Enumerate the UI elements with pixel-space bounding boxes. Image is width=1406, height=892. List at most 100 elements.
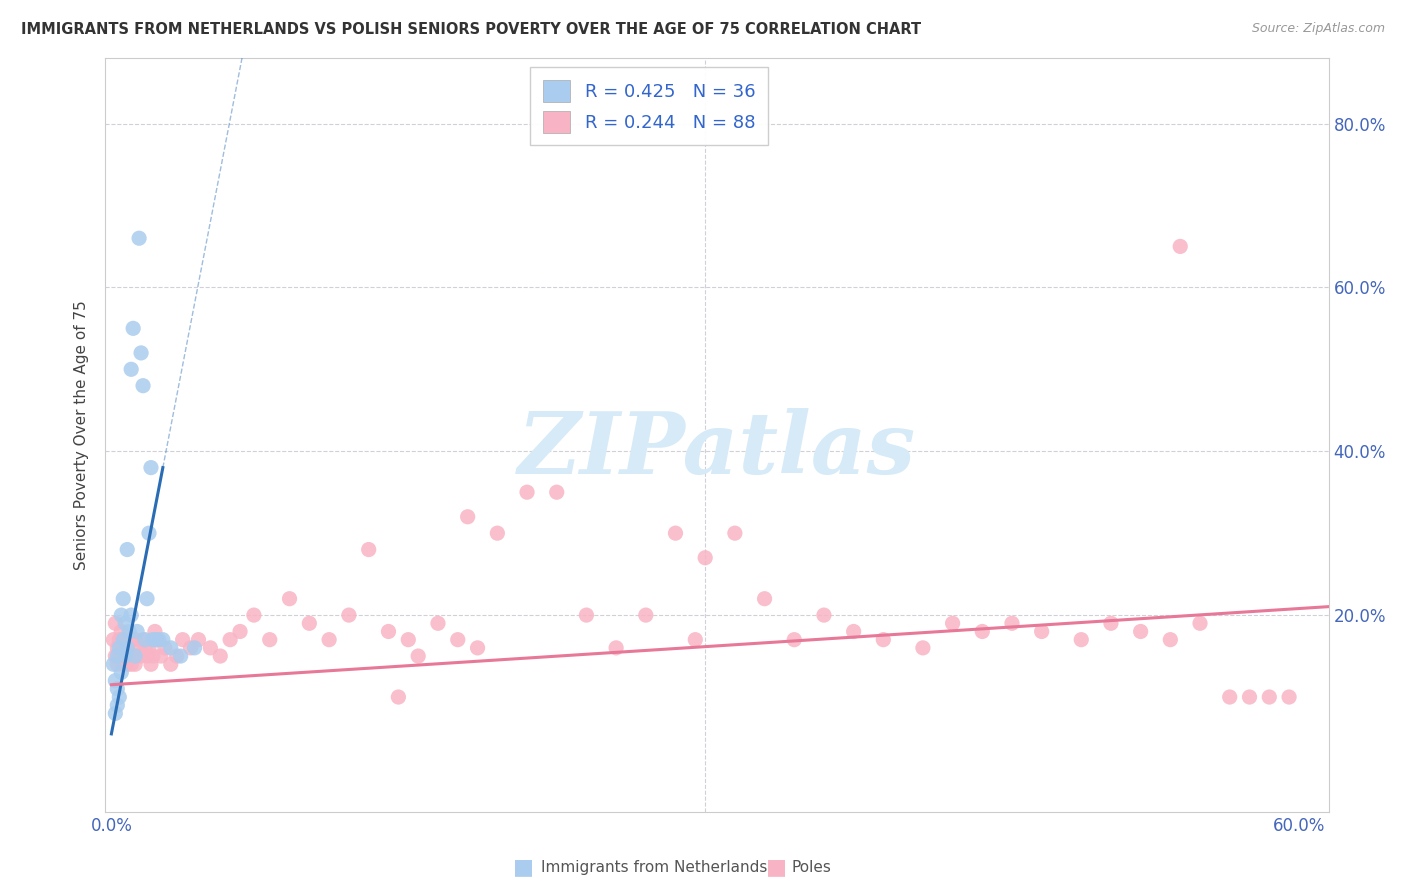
- Point: [128, 640, 150, 655]
- Text: ZIPatlas: ZIPatlas: [517, 409, 917, 491]
- Point: [183, 640, 205, 655]
- Point: [134, 632, 156, 647]
- Point: [219, 632, 242, 647]
- Point: [138, 526, 160, 541]
- Text: IMMIGRANTS FROM NETHERLANDS VS POLISH SENIORS POVERTY OVER THE AGE OF 75 CORRELA: IMMIGRANTS FROM NETHERLANDS VS POLISH SE…: [21, 22, 921, 37]
- Point: [259, 632, 281, 647]
- Point: [1031, 624, 1053, 639]
- Point: [129, 346, 152, 360]
- Point: [132, 378, 155, 392]
- Point: [783, 632, 806, 647]
- Point: [1219, 690, 1241, 704]
- Point: [1099, 616, 1122, 631]
- Point: [972, 624, 994, 639]
- Point: [146, 632, 169, 647]
- Point: [129, 648, 152, 663]
- Point: [139, 657, 162, 672]
- Point: [813, 608, 835, 623]
- Point: [143, 632, 166, 647]
- Point: [872, 632, 894, 647]
- Point: [187, 632, 209, 647]
- Point: [104, 616, 127, 631]
- Point: [114, 616, 136, 631]
- Point: [516, 485, 538, 500]
- Point: [120, 632, 142, 647]
- Point: [664, 526, 686, 541]
- Point: [457, 509, 479, 524]
- Point: [138, 640, 160, 655]
- Point: [115, 542, 138, 557]
- Point: [112, 591, 135, 606]
- Point: [124, 648, 146, 663]
- Point: [172, 632, 194, 647]
- Point: [467, 640, 489, 655]
- Point: [278, 591, 301, 606]
- Point: [1129, 624, 1152, 639]
- Point: [387, 690, 409, 704]
- Point: [114, 648, 136, 663]
- Point: [575, 608, 598, 623]
- Point: [110, 665, 132, 680]
- Point: [127, 624, 149, 639]
- Point: [108, 640, 131, 655]
- Point: [108, 648, 131, 663]
- Point: [842, 624, 865, 639]
- Point: [149, 648, 172, 663]
- Point: [486, 526, 509, 541]
- Point: [105, 657, 128, 672]
- Point: [209, 648, 232, 663]
- Point: [118, 648, 141, 663]
- Point: [1188, 616, 1211, 631]
- Point: [1168, 239, 1191, 253]
- Point: [1001, 616, 1024, 631]
- Point: [124, 632, 146, 647]
- Text: ■: ■: [513, 857, 534, 877]
- Point: [337, 608, 360, 623]
- Point: [139, 460, 162, 475]
- Point: [110, 608, 132, 623]
- Point: [1239, 690, 1261, 704]
- Point: [142, 632, 165, 647]
- Point: [110, 640, 132, 655]
- Point: [114, 632, 136, 647]
- Point: [406, 648, 429, 663]
- Point: [112, 632, 135, 647]
- Point: [754, 591, 776, 606]
- Point: [695, 550, 717, 565]
- Point: [112, 657, 135, 672]
- Point: [942, 616, 965, 631]
- Point: [105, 698, 128, 713]
- Point: [685, 632, 707, 647]
- Text: Source: ZipAtlas.com: Source: ZipAtlas.com: [1251, 22, 1385, 36]
- Text: ■: ■: [766, 857, 787, 877]
- Point: [103, 632, 125, 647]
- Point: [159, 657, 181, 672]
- Point: [124, 657, 146, 672]
- Point: [134, 640, 156, 655]
- Point: [115, 640, 138, 655]
- Point: [120, 608, 142, 623]
- Point: [105, 640, 128, 655]
- Point: [724, 526, 747, 541]
- Point: [120, 657, 142, 672]
- Point: [108, 632, 131, 647]
- Point: [108, 690, 131, 704]
- Point: [104, 673, 127, 688]
- Point: [127, 648, 149, 663]
- Point: [169, 648, 191, 663]
- Point: [396, 632, 419, 647]
- Point: [357, 542, 380, 557]
- Point: [159, 640, 181, 655]
- Point: [104, 648, 127, 663]
- Point: [1159, 632, 1181, 647]
- Point: [1070, 632, 1092, 647]
- Point: [115, 640, 138, 655]
- Point: [427, 616, 450, 631]
- Point: [377, 624, 399, 639]
- Point: [166, 648, 188, 663]
- Point: [180, 640, 202, 655]
- Point: [136, 591, 159, 606]
- Point: [1258, 690, 1281, 704]
- Point: [115, 657, 138, 672]
- Point: [148, 632, 170, 647]
